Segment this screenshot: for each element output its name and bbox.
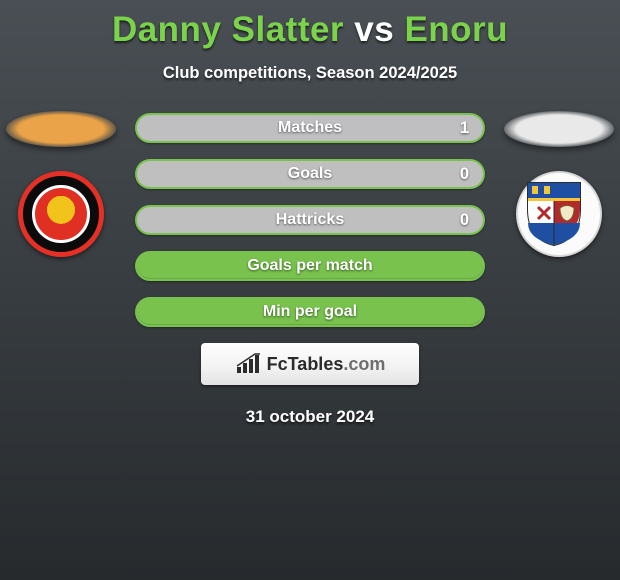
stat-bar-label: Hattricks <box>276 211 344 229</box>
player2-halo <box>504 111 614 147</box>
snapshot-date: 31 october 2024 <box>0 407 620 427</box>
title-player1: Danny Slatter <box>112 10 344 49</box>
stat-bar-label: Min per goal <box>263 303 357 321</box>
title-player2: Enoru <box>404 10 508 49</box>
player1-halo <box>6 111 116 147</box>
club-badge-right <box>516 171 602 257</box>
stat-bar-value-p2: 1 <box>460 115 469 141</box>
club-badge-left-inner <box>32 185 90 243</box>
site-logo-text: FcTables.com <box>267 354 386 375</box>
stat-bar-value-p2: 0 <box>460 161 469 187</box>
stat-bars: Matches 1 Goals 0 Hattricks 0 Goals per match M… <box>135 113 485 327</box>
site-name: FcTables <box>267 354 344 374</box>
stat-bar: Hattricks 0 <box>135 205 485 235</box>
stat-bar-label: Goals per match <box>247 257 372 275</box>
site-tld: .com <box>343 354 385 374</box>
comparison-card: Danny Slatter vs Enoru Club competitions… <box>0 0 620 580</box>
site-logo[interactable]: FcTables.com <box>201 343 419 385</box>
title-vs: vs <box>344 10 404 49</box>
page-title: Danny Slatter vs Enoru <box>0 10 620 50</box>
content: Matches 1 Goals 0 Hattricks 0 Goals per match M… <box>0 113 620 427</box>
stat-bar-value-p2: 0 <box>460 207 469 233</box>
stat-bar-label: Goals <box>288 165 332 183</box>
stat-bar: Matches 1 <box>135 113 485 143</box>
shield-icon <box>524 181 584 247</box>
stat-bar: Goals 0 <box>135 159 485 189</box>
bars-icon <box>235 353 261 375</box>
stat-bar-label: Matches <box>278 119 342 137</box>
club-badge-left <box>18 171 104 257</box>
subtitle: Club competitions, Season 2024/2025 <box>0 64 620 83</box>
stat-bar: Min per goal <box>135 297 485 327</box>
stat-bar: Goals per match <box>135 251 485 281</box>
